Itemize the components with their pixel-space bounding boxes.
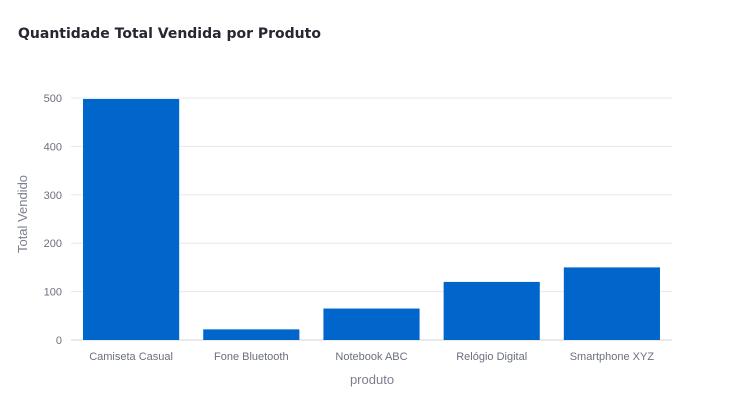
y-tick-label: 500 bbox=[44, 93, 62, 105]
bar[interactable] bbox=[83, 98, 180, 340]
bar[interactable] bbox=[203, 329, 300, 340]
y-tick-label: 100 bbox=[44, 287, 62, 299]
y-tick-label: 0 bbox=[56, 335, 62, 347]
x-tick-label: Camiseta Casual bbox=[89, 351, 173, 363]
y-tick-label: 400 bbox=[44, 141, 62, 153]
bars bbox=[83, 98, 660, 340]
y-axis-title: Total Vendido bbox=[15, 175, 30, 253]
bar[interactable] bbox=[323, 308, 420, 340]
y-tick-label: 200 bbox=[44, 238, 62, 250]
x-tick-label: Fone Bluetooth bbox=[214, 351, 289, 363]
y-tick-labels: 0 100 200 300 400 500 bbox=[44, 93, 62, 347]
x-axis-title: produto bbox=[350, 372, 394, 387]
x-tick-label: Smartphone XYZ bbox=[570, 351, 655, 363]
x-tick-label: Notebook ABC bbox=[335, 351, 407, 363]
x-tick-labels: Camiseta Casual Fone Bluetooth Notebook AB… bbox=[89, 351, 654, 363]
chart-title: Quantidade Total Vendida por Produto bbox=[18, 26, 321, 42]
y-tick-label: 300 bbox=[44, 190, 62, 202]
x-tick-label: Relógio Digital bbox=[456, 351, 527, 363]
bar[interactable] bbox=[563, 267, 660, 340]
bar[interactable] bbox=[443, 281, 540, 340]
